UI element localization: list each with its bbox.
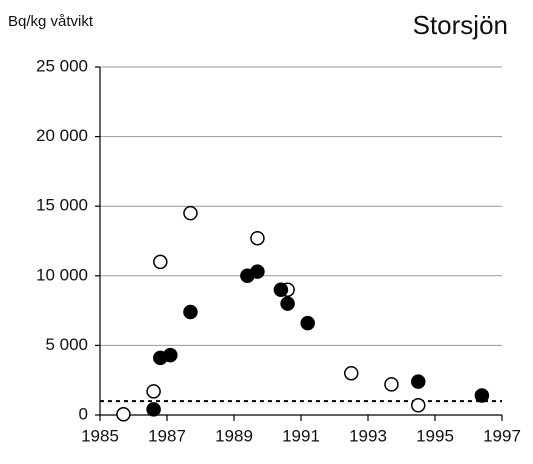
x-tick-label: 1987 [148,426,186,445]
x-tick-label: 1991 [282,426,320,445]
scatter-point [250,264,265,279]
x-tick-label: 1993 [349,426,387,445]
scatter-point [183,205,198,221]
scatter-point [163,347,178,363]
scatter-point [273,282,289,297]
scatter-point [411,398,426,413]
scatter-point [300,315,315,331]
scatter-point [153,254,168,270]
y-tick-label: 25 000 [36,56,88,75]
chart-title: Storsjön [413,10,508,40]
scatter-point [474,388,490,403]
scatter-point [146,402,161,417]
scatter-point [146,384,161,399]
x-tick-label: 1997 [483,426,521,445]
y-tick-label: 5 000 [45,335,88,354]
y-tick-label: 15 000 [36,196,88,215]
scatter-point [344,365,359,381]
scatter-point [116,407,131,422]
y-tick-label: 0 [79,404,88,423]
scatter-point [411,374,426,389]
scatter-point [250,230,265,246]
scatter-point [280,296,295,311]
x-tick-label: 1989 [215,426,253,445]
y-tick-label: 20 000 [36,126,88,145]
y-tick-label: 10 000 [36,265,88,284]
scatter-point [183,304,198,320]
x-tick-label: 1985 [81,426,119,445]
scatter-point [384,377,399,392]
x-tick-label: 1995 [416,426,454,445]
y-axis-label: Bq/kg våtvikt [8,13,94,30]
